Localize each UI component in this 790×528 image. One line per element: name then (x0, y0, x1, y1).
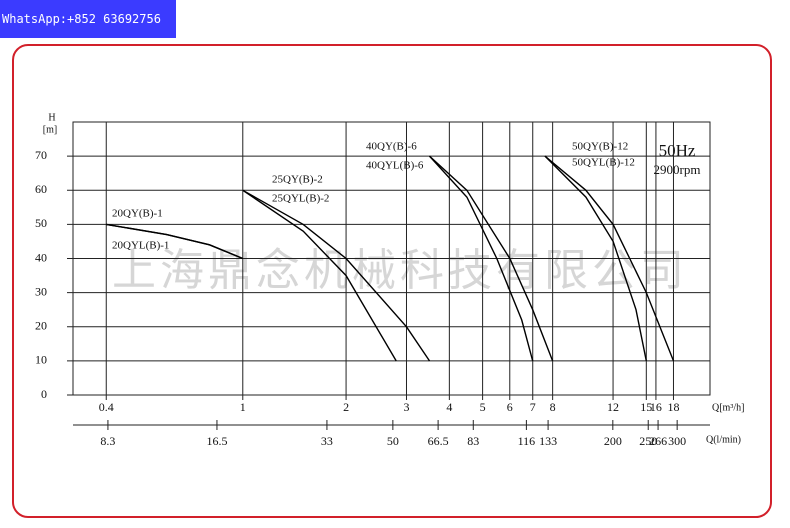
y-tick-label: 70 (35, 148, 47, 162)
y-axis-label: H (48, 112, 55, 123)
series-label: 40QY(B)-6 (366, 141, 417, 153)
x2-tick-label: 8.3 (100, 434, 115, 448)
series-line (242, 189, 397, 362)
x-tick-label: 6 (507, 400, 513, 414)
x2-tick-label: 300 (668, 434, 686, 448)
x2-tick-label: 66.5 (428, 434, 449, 448)
x-tick-label: 12 (607, 400, 619, 414)
series-line (544, 155, 647, 362)
x-tick-label: 7 (530, 400, 536, 414)
series-label: 20QY(B)-1 (112, 208, 163, 220)
x2-tick-label: 133 (539, 434, 557, 448)
contact-banner: WhatsApp:+852 63692756 (0, 0, 176, 38)
x-tick-label: 16 (650, 400, 662, 414)
x2-tick-label: 16.5 (206, 434, 227, 448)
x-tick-label: 15 (640, 400, 652, 414)
x-tick-label: 3 (403, 400, 409, 414)
x-tick-label: 1 (240, 400, 246, 414)
series-label: 50QY(B)-12 (572, 141, 628, 153)
x-tick-label: 0.4 (99, 400, 114, 414)
x2-tick-label: 116 (518, 434, 536, 448)
x-tick-label: 2 (343, 400, 349, 414)
y-tick-label: 60 (35, 182, 47, 196)
series-label: 40QYL(B)-6 (366, 160, 424, 172)
series-line (106, 223, 244, 260)
x2-tick-label: 50 (387, 434, 399, 448)
x2-tick-label: 200 (604, 434, 622, 448)
y-tick-label: 30 (35, 284, 47, 298)
y-tick-label: 0 (41, 387, 47, 401)
series-label: 25QY(B)-2 (272, 174, 323, 186)
frame (12, 44, 772, 518)
series-label: 25QYL(B)-2 (272, 193, 329, 205)
series-line (242, 189, 431, 362)
x2-tick-label: 266 (649, 434, 667, 448)
x2-tick-label: 33 (321, 434, 333, 448)
series-line (544, 155, 675, 362)
series-line (429, 155, 554, 362)
x-tick-label: 4 (446, 400, 452, 414)
x2-axis-label: Q(l/min) (706, 434, 741, 445)
annotation: 2900rpm (654, 162, 701, 177)
y-tick-label: 10 (35, 353, 47, 367)
x-axis-label: Q[m³/h] (712, 402, 744, 413)
watermark: 上海鼎念机械科技有限公司 (112, 246, 688, 295)
x-tick-label: 18 (667, 400, 679, 414)
x-tick-label: 5 (480, 400, 486, 414)
series-label: 20QYL(B)-1 (112, 240, 169, 252)
series-label: 50QYL(B)-12 (572, 157, 635, 169)
x2-tick-label: 83 (467, 434, 479, 448)
x2-tick-label: 250 (639, 434, 657, 448)
annotation: 50Hz (659, 141, 696, 160)
x-tick-label: 8 (550, 400, 556, 414)
y-tick-label: 20 (35, 319, 47, 333)
y-tick-label: 50 (35, 216, 47, 230)
y-axis-unit: [m] (43, 124, 57, 135)
series-line (428, 155, 534, 362)
y-tick-label: 40 (35, 250, 47, 264)
